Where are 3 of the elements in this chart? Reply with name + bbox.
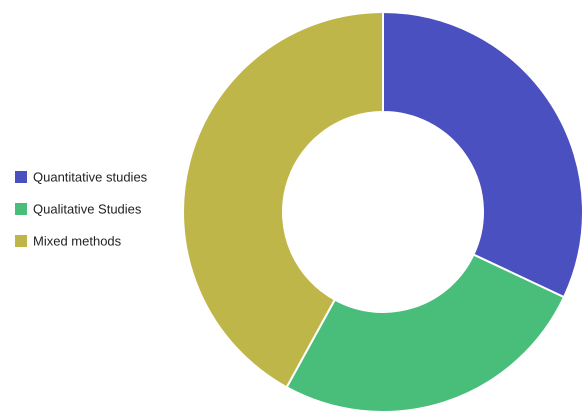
legend-label: Quantitative studies (33, 170, 148, 184)
legend-label: Qualitative Studies (33, 202, 142, 216)
legend-label: Mixed methods (33, 234, 122, 248)
